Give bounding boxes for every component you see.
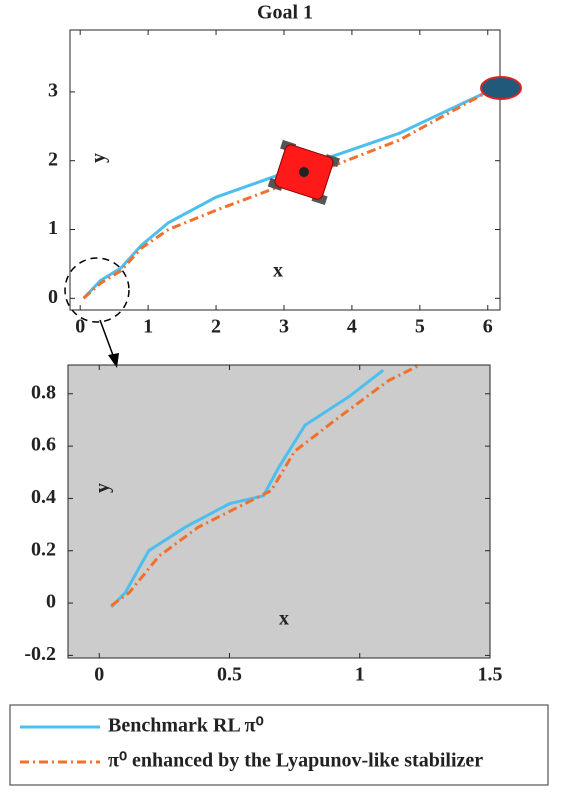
x-axis-label: x <box>273 260 283 282</box>
zoom-circle <box>64 257 130 323</box>
y-axis-label: y <box>88 153 110 163</box>
x-tick-label: 6 <box>483 316 493 338</box>
y-tick-label: 0 <box>48 286 58 308</box>
y-axis-label: y <box>92 483 114 493</box>
legend <box>9 704 549 786</box>
y-tick-label: 0.8 <box>31 381 56 403</box>
series-line <box>110 363 421 607</box>
y-tick-label: 0 <box>46 591 56 613</box>
series-line <box>110 369 385 609</box>
zoom-arrow <box>99 319 115 359</box>
y-tick-label: 2 <box>48 148 58 170</box>
x-tick-label: 0 <box>75 316 85 338</box>
legend-label: Benchmark RL π⁰ <box>108 715 264 737</box>
goal-marker <box>480 76 522 100</box>
x-tick-label: 2 <box>211 316 221 338</box>
axes-frame <box>67 364 491 659</box>
x-tick-label: 1 <box>355 664 365 686</box>
y-tick-label: 3 <box>48 80 58 102</box>
x-tick-label: 0 <box>94 664 104 686</box>
chart-title: Goal 1 <box>257 2 313 24</box>
x-tick-label: 1 <box>143 316 153 338</box>
robot-center <box>299 167 309 177</box>
x-tick-label: 4 <box>347 316 357 338</box>
axes-frame <box>69 29 501 311</box>
plot-area-bottom <box>68 365 490 658</box>
y-tick-label: 0.2 <box>31 538 56 560</box>
series-line <box>82 88 492 300</box>
y-tick-label: 1 <box>48 217 58 239</box>
legend-label: π⁰ enhanced by the Lyapunov-like stabili… <box>108 750 483 772</box>
arrow-head <box>108 353 119 368</box>
x-tick-label: 1.5 <box>478 664 503 686</box>
decorations <box>64 257 130 368</box>
y-tick-label: 0.4 <box>31 486 56 508</box>
robot <box>267 139 340 206</box>
y-tick-label: -0.2 <box>24 643 56 665</box>
x-axis-label: x <box>279 608 289 630</box>
x-tick-label: 0.5 <box>217 664 242 686</box>
x-tick-label: 5 <box>415 316 425 338</box>
y-tick-label: 0.6 <box>31 434 56 456</box>
x-tick-label: 3 <box>279 316 289 338</box>
